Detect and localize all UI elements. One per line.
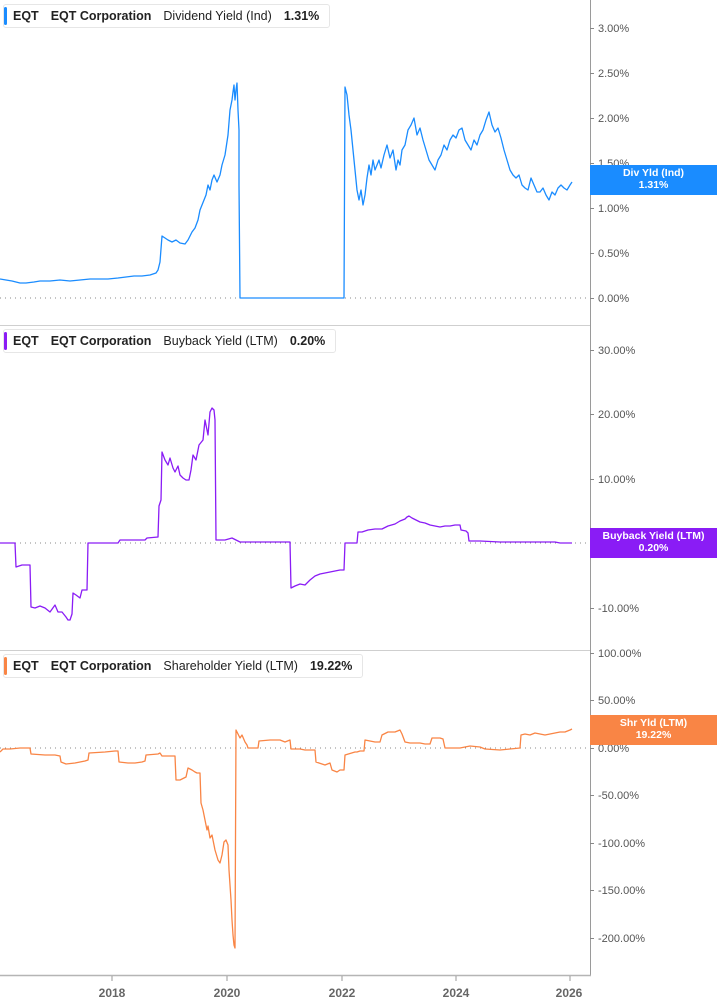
tag-label: Div Yld (Ind) [622,167,685,179]
y-tick-label: -150.00% [598,885,646,897]
x-tick-label: 2018 [98,986,126,1000]
y-tick-label: -100.00% [598,838,646,850]
x-tick-label: 2024 [442,986,470,1000]
legend-company: EQT Corporation [50,9,152,23]
x-tick-label: 2026 [555,986,583,1000]
buyback-yield-legend[interactable]: EQT EQT Corporation Buyback Yield (LTM) … [3,329,337,353]
legend-value: 0.20% [289,334,326,348]
legend-value: 1.31% [283,9,320,23]
y-tick-label: 100.00% [598,648,642,660]
dividend-yield-legend[interactable]: EQT EQT Corporation Dividend Yield (Ind)… [3,4,331,28]
y-tick-label: 10.00% [598,474,636,486]
buyback-yield-panel: EQT EQT Corporation Buyback Yield (LTM) … [3,329,717,615]
legend-color-bar [4,7,7,25]
x-tick-label: 2022 [328,986,356,1000]
y-tick-label: 0.00% [598,743,630,755]
legend-ticker: EQT [13,334,39,348]
legend-company: EQT Corporation [50,334,152,348]
buyback-yield-line [0,407,572,621]
tag-label: Shr Yld (LTM) [619,717,688,729]
legend-metric: Dividend Yield (Ind) [163,9,272,23]
y-tick-label: 50.00% [598,695,636,707]
tag-label: Buyback Yield (LTM) [602,530,705,542]
y-tick-label: 1.00% [598,203,630,215]
y-tick-label: -50.00% [598,790,639,802]
y-tick-label: 2.50% [598,68,630,80]
legend-color-bar [4,332,7,350]
legend-company: EQT Corporation [50,659,152,673]
legend-metric: Buyback Yield (LTM) [163,334,278,348]
y-tick-label: 30.00% [598,345,636,357]
legend-ticker: EQT [13,659,39,673]
dividend-yield-panel: EQT EQT Corporation Dividend Yield (Ind)… [0,0,717,325]
tag-value: 0.20% [638,542,669,554]
tag-value: 1.31% [638,179,669,191]
legend-metric: Shareholder Yield (LTM) [163,659,298,673]
y-tick-label: 20.00% [598,409,636,421]
y-tick-label: 2.00% [598,113,630,125]
y-tick-label: -200.00% [598,933,646,945]
dividend-yield-line [0,82,573,299]
buyback-yield-value-tag: Buyback Yield (LTM) 0.20% [590,528,717,558]
shareholder-yield-value-tag: Shr Yld (LTM) 19.22% [590,715,717,745]
legend-value: 19.22% [309,659,353,673]
y-tick-label: 0.50% [598,248,630,260]
y-tick-label: 0.00% [598,293,630,305]
shareholder-yield-legend[interactable]: EQT EQT Corporation Shareholder Yield (L… [3,654,364,678]
x-tick-label: 2020 [213,986,241,1000]
legend-color-bar [4,657,7,675]
shareholder-yield-line [0,728,573,949]
y-tick-label: -10.00% [598,603,639,615]
legend-ticker: EQT [13,9,39,23]
tag-value: 19.22% [635,729,672,741]
y-tick-label: 3.00% [598,23,630,35]
dividend-yield-value-tag: Div Yld (Ind) 1.31% [590,165,717,195]
